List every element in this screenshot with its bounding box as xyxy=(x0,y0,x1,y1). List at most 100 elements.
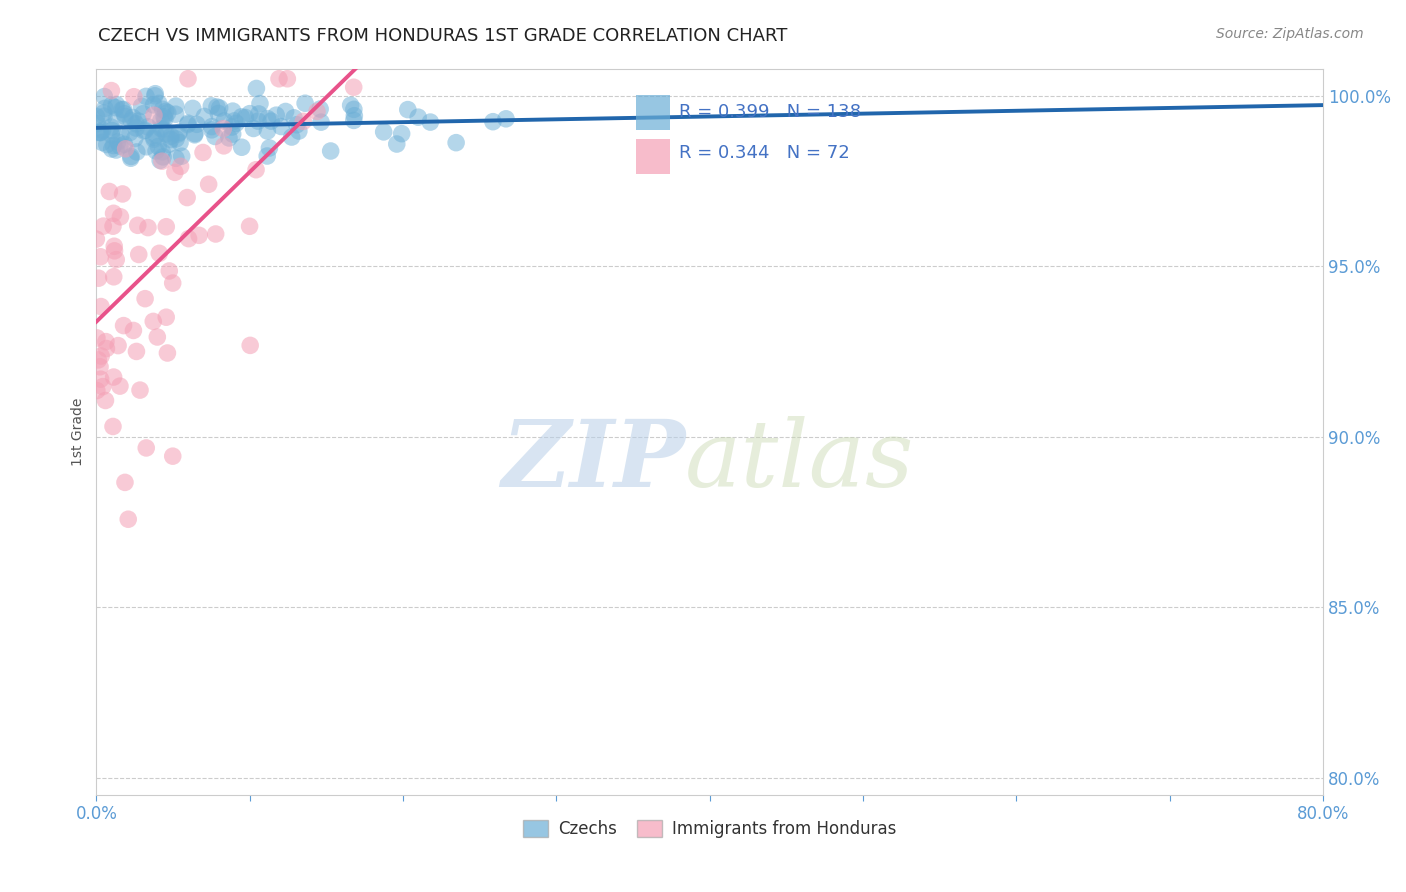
Point xyxy=(120,113,142,128)
Point xyxy=(107,338,129,352)
Point xyxy=(212,121,235,136)
Point xyxy=(108,139,131,153)
Point xyxy=(153,112,176,126)
Point xyxy=(107,135,129,149)
Point xyxy=(239,106,262,120)
Point xyxy=(162,276,184,290)
Point xyxy=(155,104,177,119)
Point xyxy=(143,88,166,103)
Text: R = 0.344   N = 72: R = 0.344 N = 72 xyxy=(679,145,849,162)
Point xyxy=(305,104,328,119)
Point xyxy=(91,123,114,137)
Point xyxy=(177,116,200,130)
Point xyxy=(127,114,149,128)
Point xyxy=(231,110,253,124)
Point xyxy=(373,125,395,139)
Point xyxy=(157,137,180,152)
Point xyxy=(201,123,224,137)
Point xyxy=(136,120,159,134)
Point xyxy=(111,186,134,201)
Point xyxy=(165,152,187,166)
Point xyxy=(96,342,118,356)
Point xyxy=(150,145,173,159)
Point xyxy=(121,111,143,125)
Point xyxy=(155,310,177,325)
Point xyxy=(125,121,148,136)
Point xyxy=(165,107,187,121)
Point xyxy=(343,103,366,117)
Point xyxy=(94,393,117,408)
Point xyxy=(110,128,132,142)
Point xyxy=(183,128,205,142)
Point xyxy=(212,114,235,128)
Point xyxy=(131,99,153,113)
Legend: Czechs, Immigrants from Honduras: Czechs, Immigrants from Honduras xyxy=(516,813,903,845)
Point xyxy=(91,219,114,233)
Point xyxy=(132,107,155,121)
Point xyxy=(96,137,118,152)
Point xyxy=(90,349,112,363)
Point xyxy=(100,98,122,112)
Point xyxy=(114,142,136,156)
Point xyxy=(264,108,287,122)
Point xyxy=(91,379,114,393)
Point xyxy=(105,143,128,157)
Point xyxy=(86,116,108,130)
Y-axis label: 1st Grade: 1st Grade xyxy=(72,398,86,466)
Point xyxy=(200,99,222,113)
Point xyxy=(103,269,125,284)
Point xyxy=(148,139,170,153)
Point xyxy=(108,379,131,393)
Point xyxy=(309,102,332,116)
Point xyxy=(120,149,142,163)
Point xyxy=(343,113,366,128)
Point xyxy=(276,71,298,86)
Point xyxy=(89,359,111,374)
Point xyxy=(222,104,245,119)
Point xyxy=(148,246,170,260)
Point xyxy=(114,137,136,152)
Point xyxy=(117,512,139,526)
Point xyxy=(94,334,117,349)
Point xyxy=(193,110,215,124)
Point xyxy=(169,159,191,173)
Point xyxy=(205,100,228,114)
Point xyxy=(406,110,429,124)
Point xyxy=(339,98,361,112)
Point xyxy=(155,219,177,234)
Point xyxy=(111,103,134,117)
Point xyxy=(239,338,262,352)
Point xyxy=(146,330,169,344)
Point xyxy=(212,139,235,153)
Point xyxy=(259,141,281,155)
Point xyxy=(256,112,278,126)
Point xyxy=(247,114,270,128)
Point xyxy=(260,114,283,128)
Point xyxy=(152,122,174,136)
Point xyxy=(249,96,271,111)
Point xyxy=(239,219,262,234)
Point xyxy=(90,126,112,140)
Point xyxy=(129,383,152,397)
Point xyxy=(152,103,174,117)
Point xyxy=(385,136,408,151)
Point xyxy=(86,232,108,246)
Point xyxy=(201,120,224,134)
Point xyxy=(343,109,366,123)
Point xyxy=(100,128,122,142)
Point xyxy=(285,118,308,132)
Point xyxy=(101,419,124,434)
Point xyxy=(112,318,135,333)
Point xyxy=(188,228,211,243)
Point xyxy=(128,247,150,261)
Point xyxy=(142,132,165,146)
Point xyxy=(218,131,240,145)
Point xyxy=(256,124,278,138)
FancyBboxPatch shape xyxy=(636,139,671,174)
Point xyxy=(142,98,165,112)
Point xyxy=(103,239,125,253)
Point xyxy=(155,127,177,141)
Point xyxy=(100,84,122,98)
Point xyxy=(145,128,167,143)
Point xyxy=(156,105,179,120)
